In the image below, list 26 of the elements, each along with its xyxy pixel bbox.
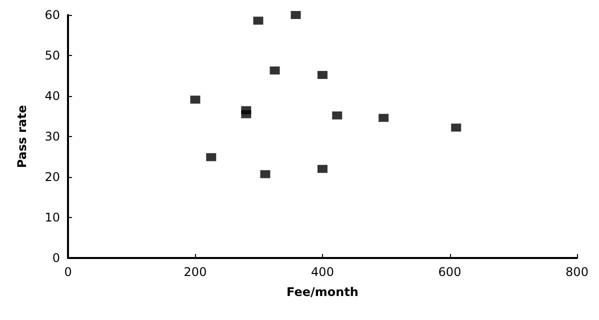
x-tick-label: 0 [64, 265, 72, 279]
x-axis-title: Fee/month [286, 285, 358, 299]
point [318, 164, 328, 173]
point [241, 110, 252, 118]
y-axis-title: Pass rate [15, 105, 29, 168]
point [270, 66, 280, 74]
x-tick-label: 800 [566, 265, 588, 279]
y-tick-label: 40 [44, 89, 60, 103]
y-tick-label: 20 [44, 170, 60, 184]
point [451, 124, 462, 132]
point [332, 111, 342, 120]
point [318, 70, 328, 79]
x-tick-label: 400 [311, 265, 334, 279]
x-tick-label: 200 [184, 265, 207, 279]
y-tick-label: 30 [44, 130, 60, 144]
y-tick-label: 60 [44, 8, 60, 22]
point [378, 114, 389, 122]
y-tick-label: 10 [44, 210, 60, 224]
y-tick-label: 50 [44, 48, 60, 62]
point [206, 153, 216, 162]
point [190, 96, 200, 104]
x-tick-label: 600 [438, 265, 462, 279]
point [290, 11, 301, 19]
point [260, 170, 270, 178]
y-tick-label: 0 [52, 251, 60, 265]
point [253, 16, 264, 25]
